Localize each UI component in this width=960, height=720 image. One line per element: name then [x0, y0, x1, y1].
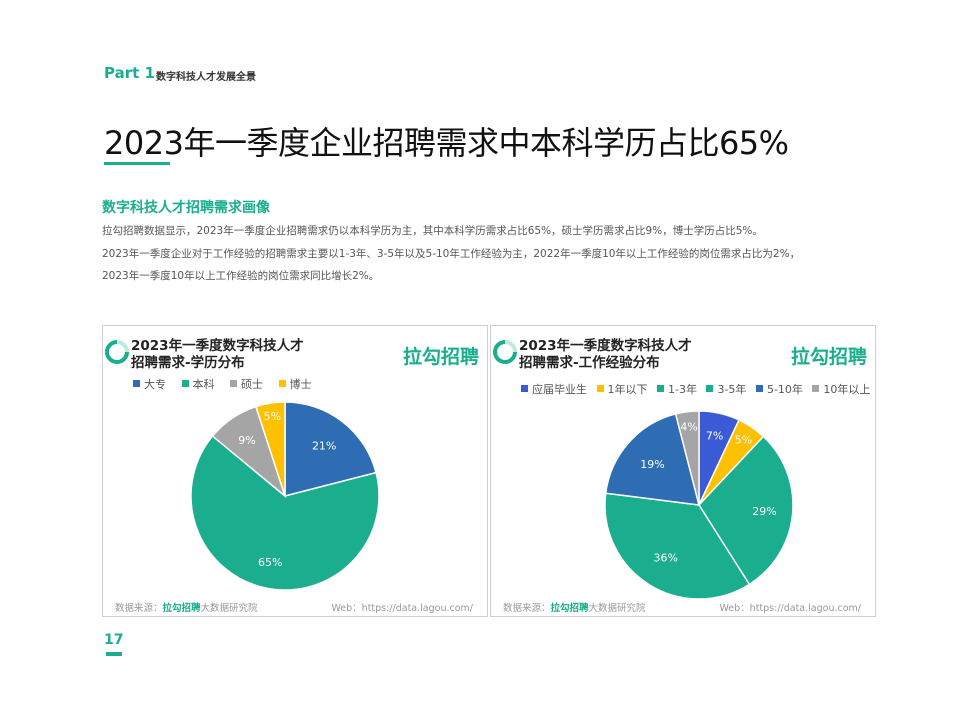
pie-slice-本科 [190, 435, 380, 591]
chart-title-line-1: 2023年一季度数字科技人才 [131, 338, 304, 354]
legend-swatch [133, 380, 140, 387]
legend-item: 1-3年 [657, 381, 697, 397]
legend-swatch [278, 380, 286, 387]
legend-swatch [181, 380, 189, 387]
data-source: 数据来源：拉勾招聘大数据研究院 [115, 600, 258, 614]
legend-item: 1年以下 [596, 381, 648, 397]
pie-label-博士: 5% [264, 410, 281, 423]
chart-title-line-1: 2023年一季度数字科技人才 [519, 338, 692, 354]
pie-label-硕士: 9% [238, 434, 255, 447]
section-heading: 数字科技人才招聘需求画像 [102, 200, 270, 216]
page-number: 17 [104, 632, 124, 648]
data-source: 数据来源：拉勾招聘大数据研究院 [503, 600, 646, 614]
legend-label: 1年以下 [607, 383, 648, 396]
legend-label: 3-5年 [717, 383, 747, 396]
legend-label: 应届毕业生 [532, 383, 587, 396]
pie-label-3-5年: 36% [654, 551, 678, 564]
source-suffix: 大数据研究院 [200, 603, 258, 614]
legend-label: 本科 [192, 378, 215, 391]
pie-label-1-3年: 29% [752, 505, 776, 518]
legend-item: 3-5年 [706, 381, 746, 397]
brand-logo: 拉勾招聘 [402, 346, 479, 368]
pie-label-本科: 65% [258, 556, 282, 569]
chart-title-line-2: 招聘需求-学历分布 [131, 355, 245, 371]
source-prefix: 数据来源： [503, 603, 551, 614]
brand-logo: 拉勾招聘 [790, 346, 867, 368]
education-chart-panel: 2023年一季度数字科技人才 招聘需求-学历分布 拉勾招聘 大专 本科 硕士 博… [102, 325, 488, 617]
source-brand: 拉勾招聘 [550, 603, 589, 614]
legend-item: 5-10年 [755, 381, 803, 397]
legend-swatch [812, 385, 820, 392]
legend-swatch [230, 380, 237, 387]
experience-chart-panel: 2023年一季度数字科技人才 招聘需求-工作经验分布 拉勾招聘 应届毕业生 1年… [490, 325, 876, 617]
legend-swatch [755, 385, 763, 392]
part-subtitle: 数字科技人才发展全景 [156, 72, 256, 83]
pie-label-5-10年: 19% [640, 458, 664, 471]
legend-label: 5-10年 [766, 383, 803, 396]
part-label: Part 1 [104, 64, 155, 82]
intro-paragraph-1: 拉勾招聘数据显示，2023年一季度企业招聘需求仍以本科学历为主，其中本科学历需求… [102, 225, 763, 237]
legend-item: 10年以上 [812, 381, 870, 397]
source-web: Web：https://data.lagou.com/ [719, 603, 861, 614]
pie-label-10年以上: 4% [680, 421, 697, 434]
legend-swatch [596, 385, 604, 392]
page-number-bar [106, 652, 122, 656]
legend-item: 本科 [181, 376, 215, 392]
intro-paragraph-2: 2023年一季度企业对于工作经验的招聘需求主要以1-3年、3-5年以及5-10年… [102, 248, 801, 260]
pie-slice-大专 [284, 401, 377, 497]
legend-swatch [657, 385, 664, 392]
legend-swatch [521, 385, 528, 392]
lagou-ring-icon [493, 340, 517, 364]
source-prefix: 数据来源： [115, 603, 163, 614]
legend-label: 大专 [144, 378, 166, 391]
legend-item: 大专 [133, 376, 166, 392]
legend-label: 1-3年 [668, 383, 697, 396]
chart-title: 2023年一季度数字科技人才 招聘需求-学历分布 [131, 338, 304, 372]
title-underline [104, 162, 170, 165]
education-pie-chart: 21% 65% 9% 5% [190, 401, 380, 591]
pie-label-应届毕业生: 7% [706, 429, 723, 442]
pie-slice-5-10年 [604, 413, 701, 506]
legend-label: 10年以上 [823, 383, 871, 396]
legend-item: 硕士 [230, 376, 263, 392]
chart-title: 2023年一季度数字科技人才 招聘需求-工作经验分布 [519, 338, 692, 372]
chart-title-line-2: 招聘需求-工作经验分布 [519, 355, 660, 371]
pie-label-大专: 21% [312, 439, 336, 452]
chart-legend: 大专 本科 硕士 博士 [133, 376, 324, 392]
pie-slice-博士 [255, 401, 286, 497]
legend-swatch [706, 385, 714, 392]
experience-pie-chart: 7% 5% 29% 36% 19% 4% [604, 410, 794, 600]
pie-slice-1-3年 [698, 435, 794, 586]
chart-legend: 应届毕业生 1年以下 1-3年 3-5年 5-10年 10年以上 [521, 381, 870, 397]
pie-label-1年以下: 5% [735, 434, 752, 447]
lagou-ring-icon [105, 340, 129, 364]
source-brand: 拉勾招聘 [162, 603, 201, 614]
source-suffix: 大数据研究院 [588, 603, 646, 614]
legend-label: 博士 [289, 378, 312, 391]
legend-item: 应届毕业生 [521, 381, 587, 397]
legend-label: 硕士 [241, 378, 263, 391]
page-title: 2023年一季度企业招聘需求中本科学历占比65% [104, 124, 789, 162]
pie-slice-10年以上 [674, 410, 700, 506]
legend-item: 博士 [278, 376, 312, 392]
pie-slice-3-5年 [604, 492, 751, 600]
source-web: Web：https://data.lagou.com/ [331, 603, 473, 614]
intro-paragraph-3: 2023年一季度10年以上工作经验的岗位需求同比增长2%。 [102, 270, 380, 282]
